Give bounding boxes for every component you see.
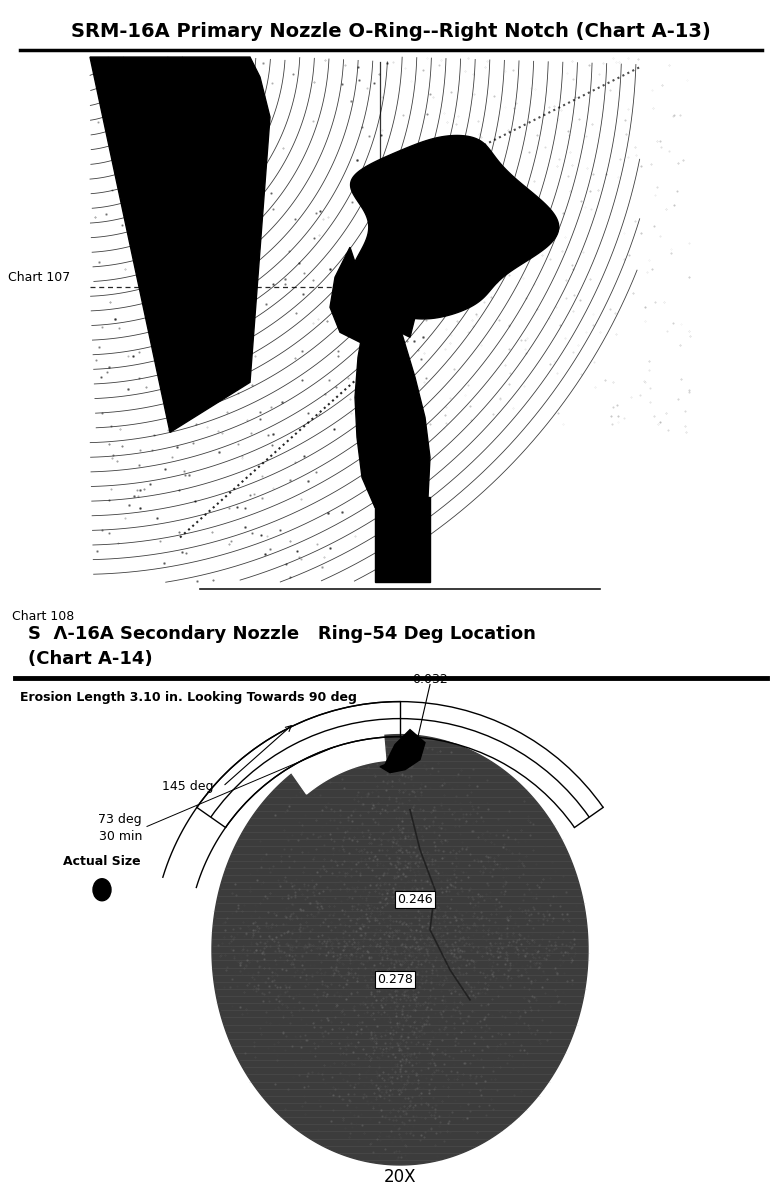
Polygon shape: [375, 497, 430, 582]
Polygon shape: [380, 730, 425, 773]
Polygon shape: [330, 247, 415, 342]
Polygon shape: [350, 135, 559, 319]
Text: 30 min: 30 min: [99, 831, 142, 842]
Text: Chart 108: Chart 108: [12, 609, 74, 623]
Text: 145 deg: 145 deg: [162, 779, 213, 792]
Polygon shape: [90, 57, 270, 433]
Polygon shape: [291, 734, 386, 793]
Text: 0.278: 0.278: [377, 973, 413, 986]
Text: 73 deg: 73 deg: [99, 813, 142, 826]
Text: (Chart A-14): (Chart A-14): [28, 650, 152, 668]
Text: SRM-16A Primary Nozzle O-Ring--Right Notch (Chart A-13): SRM-16A Primary Nozzle O-Ring--Right Not…: [71, 22, 711, 41]
Text: Chart 107: Chart 107: [8, 271, 70, 283]
Text: S  Λ-16A Secondary Nozzle   Ring–54 Deg Location: S Λ-16A Secondary Nozzle Ring–54 Deg Loc…: [28, 625, 536, 643]
Text: 20X: 20X: [384, 1168, 416, 1185]
Text: Erosion Length 3.10 in. Looking Towards 90 deg: Erosion Length 3.10 in. Looking Towards …: [20, 691, 357, 704]
Ellipse shape: [93, 878, 111, 901]
Text: 0.032: 0.032: [412, 673, 448, 686]
Text: 0.246: 0.246: [397, 893, 432, 906]
Polygon shape: [212, 735, 588, 1165]
Polygon shape: [355, 277, 430, 520]
Text: Actual Size: Actual Size: [63, 856, 141, 869]
